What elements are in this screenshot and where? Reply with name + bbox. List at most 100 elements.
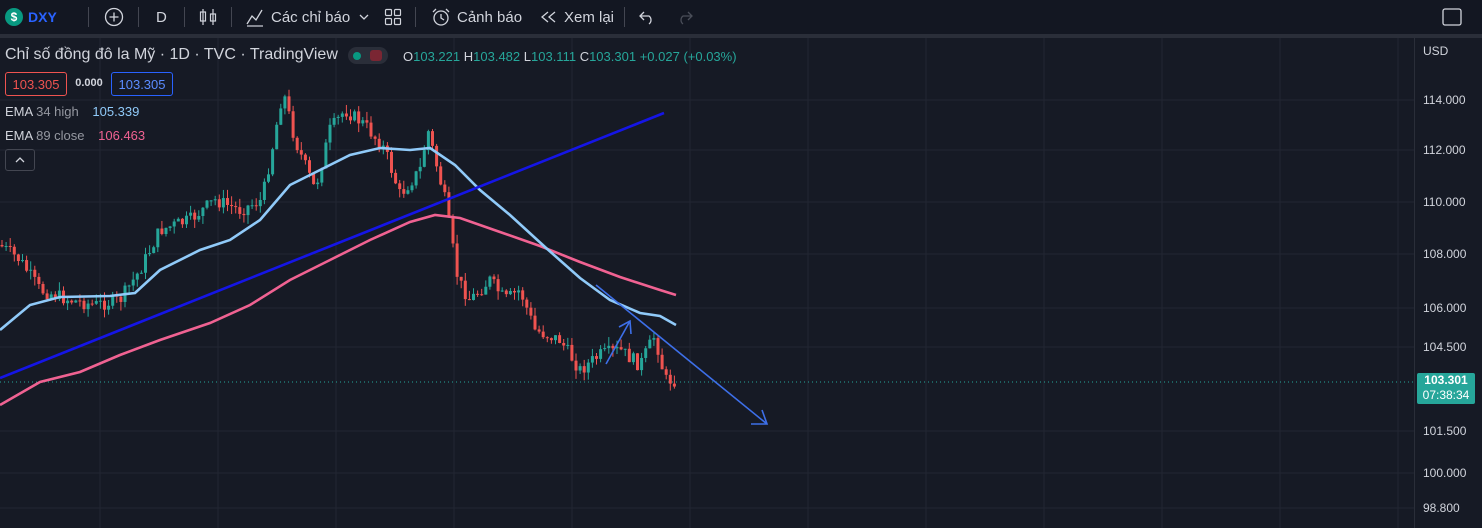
candle-body (160, 228, 164, 234)
close-value: 103.301 (589, 49, 637, 64)
up-arrow-drawing (605, 319, 632, 365)
candle-body (578, 366, 582, 371)
candle-body (287, 96, 291, 112)
indicators-button[interactable]: Các chỉ báo (245, 0, 350, 34)
candle-body (496, 279, 500, 292)
candle-body (631, 353, 635, 363)
price-tick: 112.000 (1423, 143, 1466, 157)
candle-body (217, 199, 221, 208)
close-label: C (579, 49, 590, 64)
symbol-title[interactable]: Chỉ số đồng đô la Mỹ · 1D · TVC · Tradin… (5, 46, 338, 63)
chart-type-button[interactable] (199, 0, 217, 34)
candle-body (180, 218, 184, 225)
collapse-legend-button[interactable] (5, 149, 35, 171)
price-axis[interactable]: USD 114.000 112.000 110.000 108.000 106.… (1414, 38, 1482, 528)
candle-body (45, 293, 49, 300)
indicators-label: Các chỉ báo (271, 8, 351, 26)
candle-body (349, 116, 352, 121)
candle-body (144, 254, 147, 273)
last-price-label: 103.301 07:38:34 (1417, 373, 1475, 404)
candle-body (254, 205, 258, 207)
candle-body (472, 293, 475, 300)
low-value: 103.111 (531, 49, 577, 64)
price-tick: 108.000 (1423, 247, 1467, 261)
candle-body (513, 290, 516, 293)
candle-body (414, 171, 418, 186)
toolbar-divider (138, 7, 139, 27)
candle-body (209, 200, 213, 202)
candle-body (8, 245, 12, 247)
templates-button[interactable] (384, 0, 402, 34)
candle-body (148, 253, 152, 255)
alert-button[interactable]: Cảnh báo (430, 0, 522, 34)
candle-body (213, 199, 217, 201)
symbol-search-button[interactable]: $ DXY (5, 0, 57, 34)
candle-body (644, 348, 648, 358)
candle-body (135, 273, 139, 280)
indicator-row-ema34[interactable]: EMA 34 high 105.339 (5, 104, 139, 119)
candle-body (590, 356, 594, 363)
candle-body (189, 212, 193, 216)
data-flag-icon (370, 50, 382, 61)
candle-body (57, 290, 61, 299)
currency-label[interactable]: USD (1423, 44, 1449, 58)
candle-body (541, 331, 545, 338)
candle-body (111, 294, 115, 306)
candle-body (398, 183, 402, 190)
candle-body (586, 362, 590, 373)
price-tick: 104.500 (1423, 340, 1467, 354)
candle-body (320, 168, 324, 183)
chevron-up-icon (15, 157, 25, 163)
buy-price-button[interactable]: 103.305 (111, 72, 173, 96)
candle-body (394, 172, 398, 184)
candle-body (172, 221, 176, 227)
candle-body (12, 246, 16, 255)
candle-body (340, 113, 344, 117)
indicator-name: EMA (5, 104, 33, 119)
candle-body (336, 116, 340, 118)
candle-body (439, 166, 443, 185)
indicator-row-ema89[interactable]: EMA 89 close 106.463 (5, 128, 145, 143)
candle-body (537, 329, 541, 332)
indicators-dropdown[interactable] (359, 0, 369, 34)
redo-button[interactable] (676, 0, 694, 34)
trend-line (0, 111, 665, 380)
market-status-pill[interactable] (348, 47, 388, 64)
compare-symbol-button[interactable] (104, 0, 124, 34)
top-toolbar: $ DXY D Các chỉ báo (0, 0, 1482, 35)
candle-body (242, 213, 246, 216)
candle-body (500, 290, 504, 292)
add-circle-icon (104, 7, 124, 27)
sell-price-button[interactable]: 103.305 (5, 72, 67, 96)
price-tick: 106.000 (1423, 301, 1467, 315)
candle-body (205, 200, 209, 208)
candle-body (90, 303, 94, 305)
replay-button[interactable]: Xem lại (540, 0, 614, 34)
ema-89-line (0, 213, 677, 407)
undo-icon (639, 11, 652, 25)
chart-canvas[interactable] (0, 38, 1414, 528)
candle-body (447, 192, 451, 218)
candle-body (37, 276, 41, 284)
fullscreen-button[interactable] (1441, 0, 1463, 34)
candle-body (640, 357, 644, 371)
candle-body (49, 294, 53, 300)
candle-body (558, 335, 562, 343)
candle-body (332, 117, 336, 125)
candle-body (230, 204, 234, 207)
candle-body (246, 205, 250, 216)
rewind-icon (540, 11, 556, 23)
undo-button[interactable] (638, 0, 656, 34)
candle-body (4, 245, 8, 247)
candle-body (619, 347, 623, 350)
candle-body (303, 154, 307, 161)
candle-body (418, 166, 422, 172)
interval-button[interactable]: D (156, 0, 167, 34)
candle-body (70, 300, 74, 303)
ohlc-values: O103.221 H103.482 L103.111 C103.301 +0.0… (403, 49, 737, 64)
candle-body (574, 360, 578, 371)
candle-body (353, 111, 357, 121)
candle-body (484, 286, 488, 295)
candle-body (308, 160, 311, 173)
candle-body (127, 285, 131, 287)
